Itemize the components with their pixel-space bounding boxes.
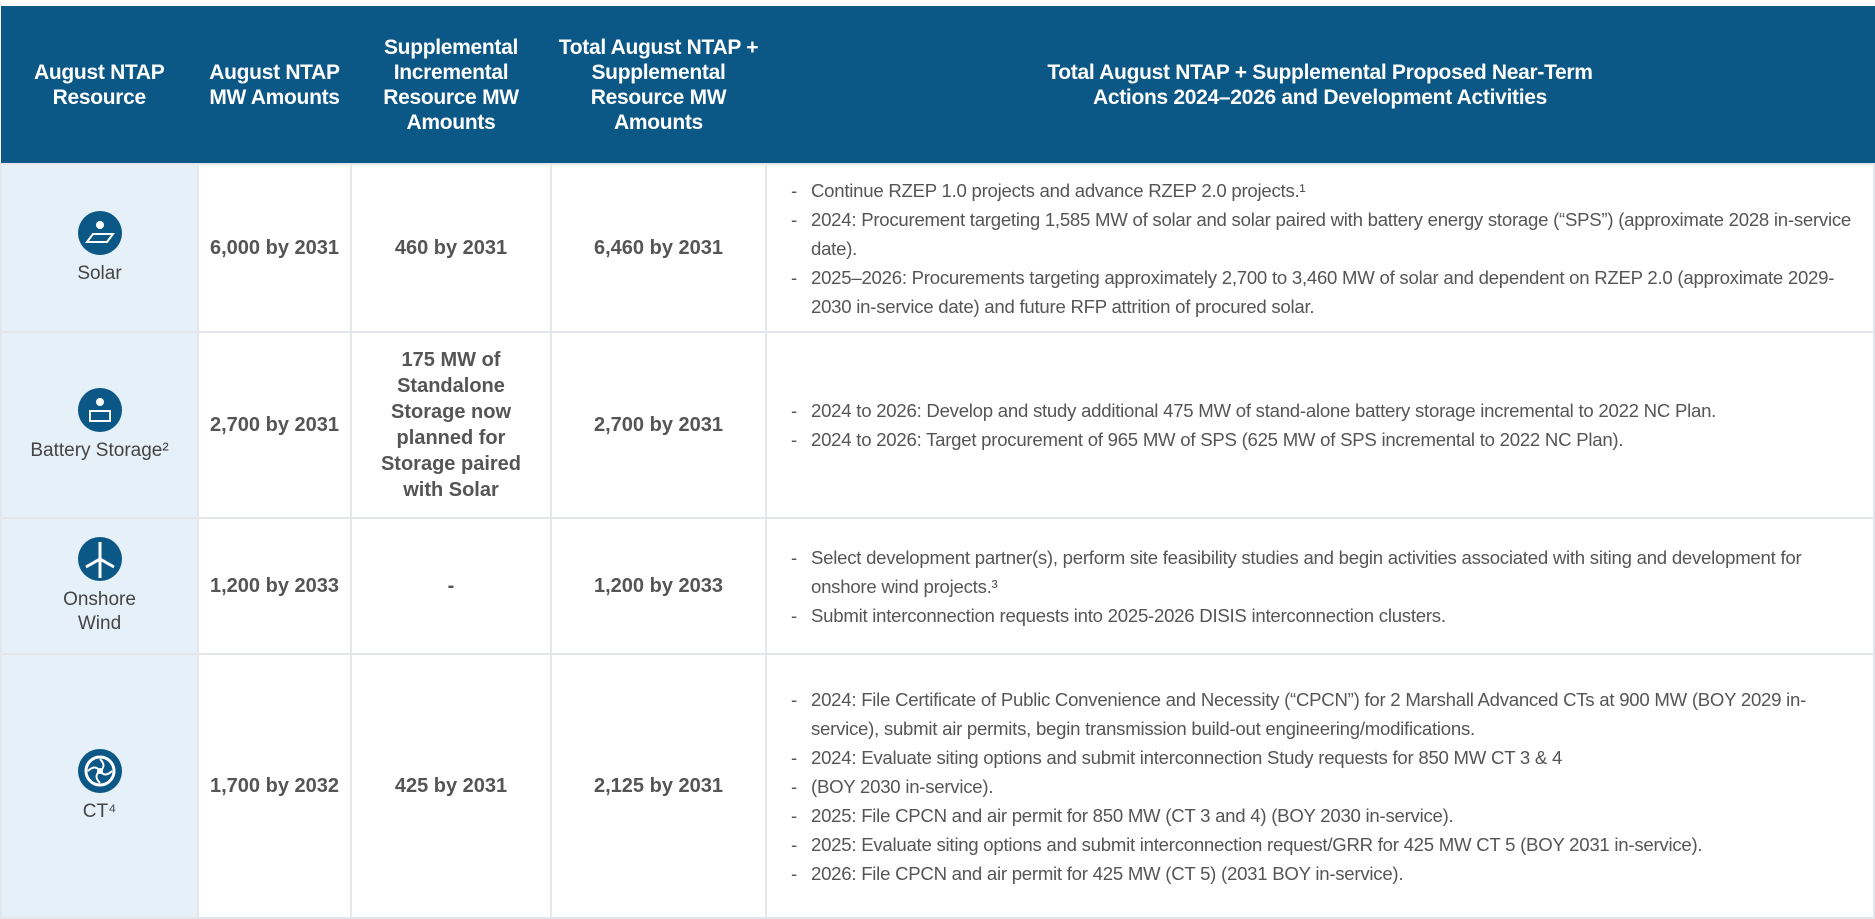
actions-cell: 2024 to 2026: Develop and study addition… — [765, 331, 1875, 519]
action-item: 2024: Evaluate siting options and submit… — [791, 743, 1865, 772]
action-item: 2025: File CPCN and air permit for 850 M… — [791, 801, 1865, 830]
resource-name: Onshore Wind — [63, 589, 136, 634]
ntap-cell: 2,700 by 2031 — [197, 331, 352, 519]
supplemental-cell: 460 by 2031 — [350, 163, 552, 333]
resource-cell: Onshore Wind — [0, 517, 199, 655]
header-row: August NTAP Resource August NTAP MW Amou… — [1, 6, 1875, 164]
supplemental-cell: 425 by 2031 — [350, 653, 552, 919]
supplemental-cell: 175 MW of Standalone Storage now planned… — [350, 331, 552, 519]
action-item: 2025: Evaluate siting options and submit… — [791, 830, 1865, 859]
total-cell: 1,200 by 2033 — [550, 517, 767, 655]
wind-icon — [77, 537, 122, 581]
resource-cell: CT⁴ — [0, 653, 199, 919]
resource-name: Battery Storage² — [30, 440, 169, 461]
action-item: 2025–2026: Procurements targeting approx… — [791, 263, 1865, 321]
actions-list: Select development partner(s), perform s… — [791, 543, 1865, 630]
action-item: 2024 to 2026: Target procurement of 965 … — [791, 425, 1865, 454]
action-item: 2024: Procurement targeting 1,585 MW of … — [791, 205, 1865, 263]
ntap-table: August NTAP Resource August NTAP MW Amou… — [0, 6, 1875, 919]
row: Solar 6,000 by 2031 460 by 2031 6,460 by… — [0, 163, 1875, 333]
row: Battery Storage² 2,700 by 2031 175 MW of… — [0, 331, 1875, 519]
action-item: Continue RZEP 1.0 projects and advance R… — [791, 176, 1865, 205]
actions-list: 2024: File Certificate of Public Conveni… — [791, 685, 1865, 888]
supplemental-cell: - — [350, 517, 552, 655]
header-cell: Total August NTAP + Supplemental Resourc… — [551, 6, 767, 164]
header-cell: August NTAP Resource — [1, 6, 199, 164]
ntap-cell: 6,000 by 2031 — [197, 163, 352, 333]
actions-list: 2024 to 2026: Develop and study addition… — [791, 396, 1865, 454]
action-item: 2024: File Certificate of Public Conveni… — [791, 685, 1865, 743]
resource-cell: Solar — [0, 163, 199, 333]
action-item: Select development partner(s), perform s… — [791, 543, 1865, 601]
row: CT⁴ 1,700 by 2032 425 by 2031 2,125 by 2… — [0, 653, 1875, 919]
total-cell: 6,460 by 2031 — [550, 163, 767, 333]
ntap-cell: 1,700 by 2032 — [197, 653, 352, 919]
total-cell: 2,125 by 2031 — [550, 653, 767, 919]
resource-name: Solar — [77, 263, 122, 284]
action-item: 2026: File CPCN and air permit for 425 M… — [791, 859, 1865, 888]
ct-icon — [77, 749, 122, 793]
resource-cell: Battery Storage² — [0, 331, 199, 519]
solar-icon — [77, 211, 122, 255]
total-cell: 2,700 by 2031 — [550, 331, 767, 519]
actions-cell: 2024: File Certificate of Public Conveni… — [765, 653, 1875, 919]
battery-icon — [77, 388, 122, 432]
actions-cell: Select development partner(s), perform s… — [765, 517, 1875, 655]
actions-list: Continue RZEP 1.0 projects and advance R… — [791, 176, 1865, 321]
action-item: Submit interconnection requests into 202… — [791, 601, 1865, 630]
action-item: (BOY 2030 in-service). — [791, 772, 1865, 801]
header-cell: August NTAP MW Amounts — [198, 6, 352, 164]
header-cell: Supplemental Incremental Resource MW Amo… — [351, 6, 552, 164]
header-cell: Total August NTAP + Supplemental Propose… — [766, 6, 1875, 164]
resource-name: CT⁴ — [82, 801, 117, 822]
ntap-cell: 1,200 by 2033 — [197, 517, 352, 655]
row: Onshore Wind 1,200 by 2033 - 1,200 by 20… — [0, 517, 1875, 655]
actions-cell: Continue RZEP 1.0 projects and advance R… — [765, 163, 1875, 333]
action-item: 2024 to 2026: Develop and study addition… — [791, 396, 1865, 425]
